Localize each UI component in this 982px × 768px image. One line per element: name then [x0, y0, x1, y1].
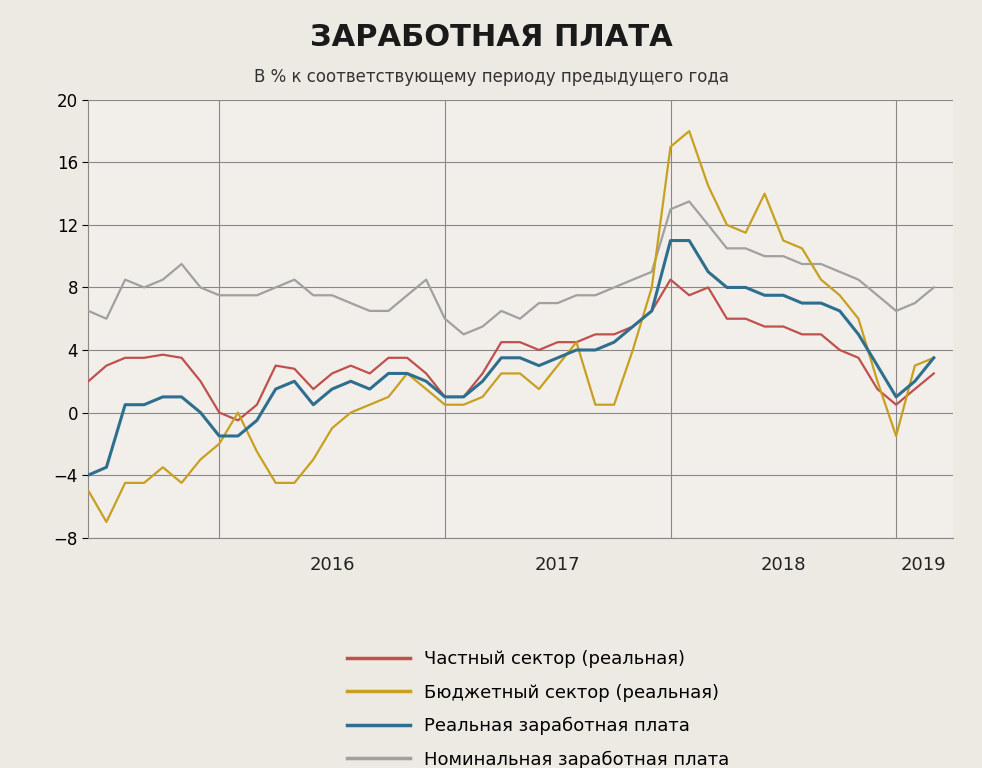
- Text: 2017: 2017: [535, 556, 580, 574]
- Legend: Частный сектор (реальная), Бюджетный сектор (реальная), Реальная заработная плат: Частный сектор (реальная), Бюджетный сек…: [340, 643, 736, 768]
- Text: 2018: 2018: [761, 556, 806, 574]
- Text: 2016: 2016: [309, 556, 355, 574]
- Text: 2019: 2019: [900, 556, 946, 574]
- Text: ЗАРАБОТНАЯ ПЛАТА: ЗАРАБОТНАЯ ПЛАТА: [309, 23, 673, 52]
- Text: В % к соответствующему периоду предыдущего года: В % к соответствующему периоду предыдуще…: [253, 68, 729, 85]
